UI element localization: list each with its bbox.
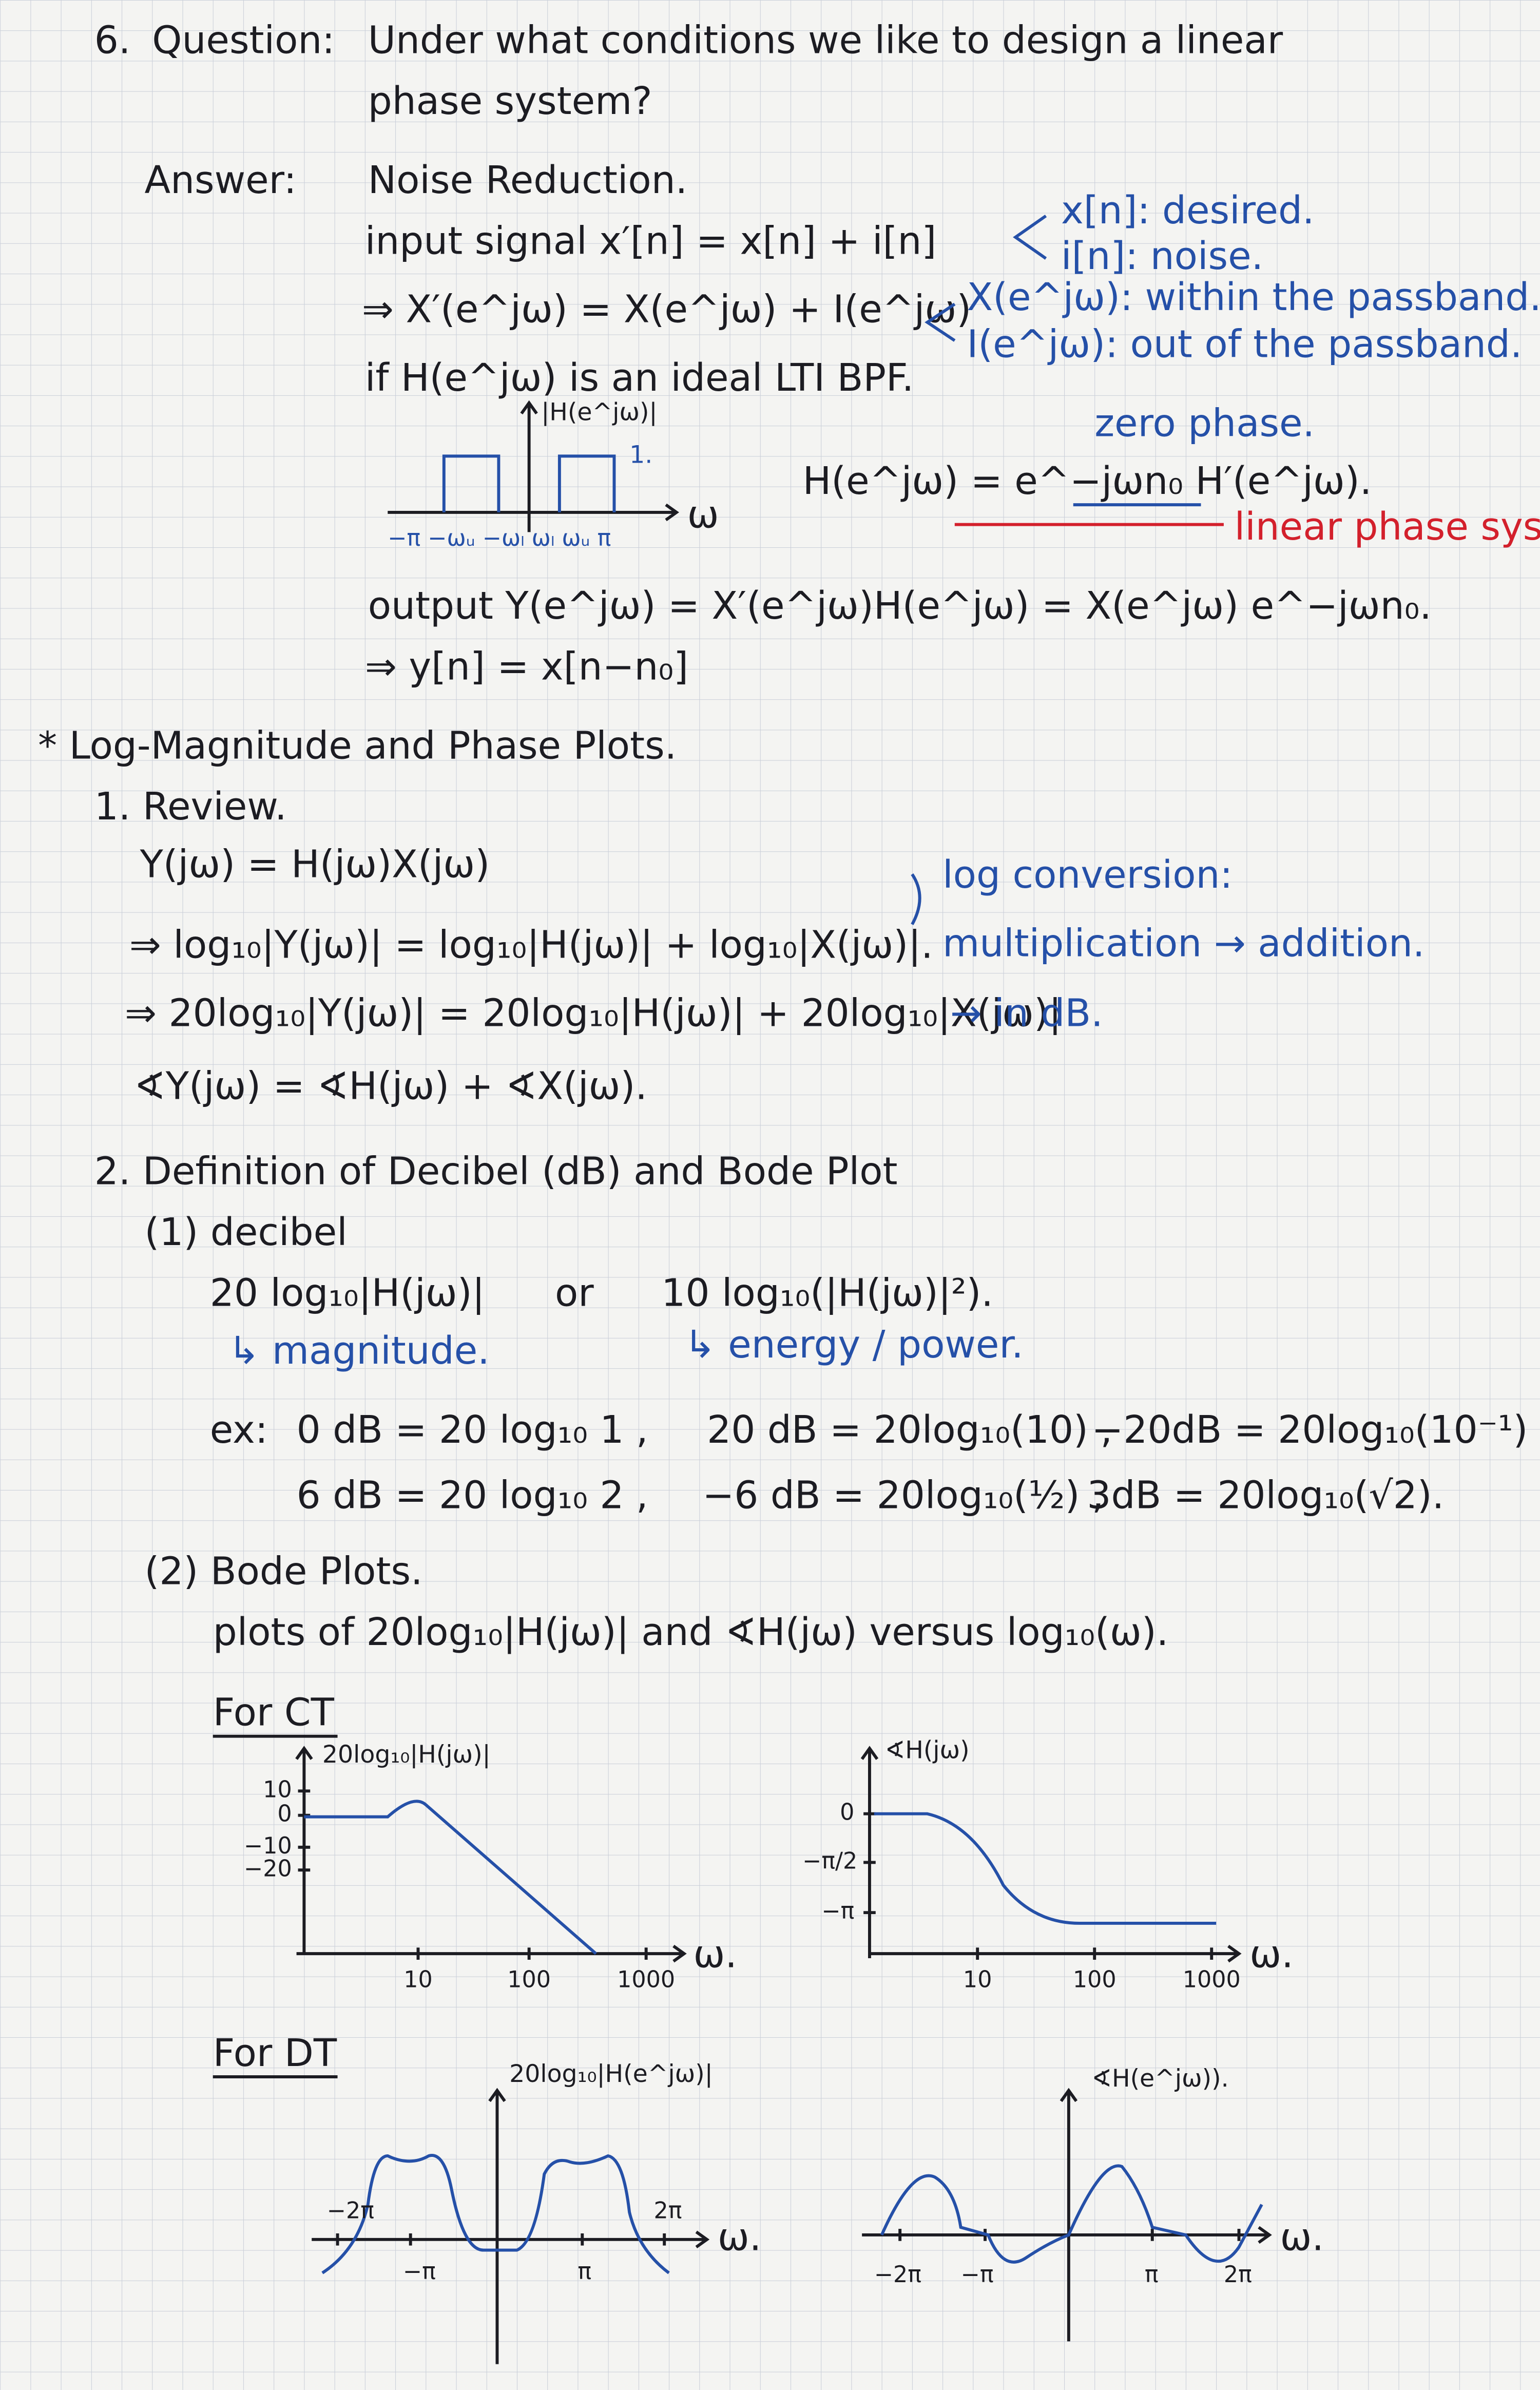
label: For DT xyxy=(213,2031,337,2075)
equation: if H(e^jω) is an ideal LTI BPF. xyxy=(365,356,914,400)
tick-labels: −π −ωᵤ −ωₗ ωₗ ωᵤ π xyxy=(388,525,611,551)
equation: ⇒ y[n] = x[n−n₀] xyxy=(365,644,688,689)
note: zero phase. xyxy=(1094,401,1315,446)
bracket xyxy=(925,302,956,342)
tick-label: π xyxy=(578,2259,591,2285)
bpf-diagram: |H(e^jω)| 1. ω −π −ωᵤ −ωₗ ωₗ ωᵤ π xyxy=(388,398,719,551)
tick-label: 10 xyxy=(963,1966,992,1993)
equation: 0 dB = 20 log₁₀ 1 , xyxy=(297,1408,648,1452)
bracket xyxy=(1013,215,1047,260)
ct-magnitude-plot: 20log₁₀|H(jω)| 10 0 −10 −20 10 100 1000 … xyxy=(244,1741,737,1993)
curve xyxy=(321,2154,670,2274)
equation: −6 dB = 20log₁₀(½) , xyxy=(702,1473,1104,1517)
question-number: 6. xyxy=(94,18,131,62)
axes xyxy=(312,2088,710,2364)
curve xyxy=(874,1812,1217,1925)
tick-label: 1000 xyxy=(617,1966,675,1993)
note: x[n]: desired. xyxy=(1061,188,1314,233)
note: i[n]: noise. xyxy=(1061,234,1263,278)
dt-magnitude-plot: 20log₁₀|H(e^jω)| −2π −π π 2π ω. xyxy=(312,2060,761,2364)
note: I(e^jω): out of the passband. xyxy=(967,322,1522,367)
tick-label: −π xyxy=(821,1898,854,1924)
tick-label: −20 xyxy=(244,1856,292,1882)
equation: −20dB = 20log₁₀(10⁻¹) xyxy=(1091,1408,1528,1452)
curve xyxy=(880,2164,1263,2264)
tick-label: 2π xyxy=(653,2198,682,2224)
tick-label: 1000 xyxy=(1183,1966,1241,1993)
tick-label: −π xyxy=(961,2262,994,2288)
note: → in dB. xyxy=(950,991,1103,1036)
tick-label: 2π xyxy=(1224,2262,1252,2288)
equation: 10 log₁₀(|H(jω)|²). xyxy=(661,1271,993,1315)
axis-label: ω. xyxy=(1280,2215,1324,2259)
tick-label: 10 xyxy=(403,1966,433,1993)
tick-label: 10 xyxy=(263,1776,292,1803)
note: X(e^jω): within the passband. xyxy=(967,275,1540,319)
label: For CT xyxy=(213,1691,335,1735)
subheading: (2) Bode Plots. xyxy=(144,1549,422,1593)
tick-label: 0 xyxy=(277,1801,292,1827)
equation: ⇒ X′(e^jω) = X(e^jω) + I(e^jω) xyxy=(362,288,971,332)
equation: ⇒ 20log₁₀|Y(jω)| = 20log₁₀|H(jω)| + 20lo… xyxy=(125,991,1062,1036)
note: log conversion: xyxy=(942,853,1233,897)
subheading: (1) decibel xyxy=(144,1210,347,1254)
answer-title: Noise Reduction. xyxy=(368,158,687,202)
plot-title: 20log₁₀|H(e^jω)| xyxy=(509,2060,713,2088)
passbands xyxy=(442,454,616,512)
question-label: Question: xyxy=(152,18,335,62)
text: or xyxy=(555,1271,594,1315)
note: ↳ magnitude. xyxy=(228,1329,489,1373)
note: linear phase system. xyxy=(1235,505,1540,549)
tick-label: 100 xyxy=(1073,1966,1116,1993)
tick-label: −π xyxy=(403,2259,436,2285)
tick-label: −2π xyxy=(874,2262,921,2288)
equation: ⇒ log₁₀|Y(jω)| = log₁₀|H(jω)| + log₁₀|X(… xyxy=(129,923,933,967)
equation: 20 dB = 20log₁₀(10) , xyxy=(707,1408,1112,1452)
equation: Y(jω) = H(jω)X(jω) xyxy=(140,842,490,886)
curve xyxy=(304,1800,597,1955)
brace xyxy=(911,873,921,925)
axes xyxy=(388,400,679,532)
text: plots of 20log₁₀|H(jω)| and ∢H(jω) versu… xyxy=(213,1610,1169,1654)
note: multiplication → addition. xyxy=(942,921,1424,965)
tick-label: 100 xyxy=(507,1966,551,1993)
tick-label: −2π xyxy=(327,2198,374,2224)
axis-label: ω. xyxy=(1249,1933,1294,1977)
ct-phase-plot: ∢H(jω) 0 −π/2 −π 10 100 1000 ω. xyxy=(802,1736,1294,1993)
equation: 3dB = 20log₁₀(√2). xyxy=(1087,1473,1444,1517)
equation: input signal x′[n] = x[n] + i[n] xyxy=(365,219,937,263)
section-title: * Log-Magnitude and Phase Plots. xyxy=(38,723,677,768)
label: ex: xyxy=(210,1408,268,1452)
tick-label: −π/2 xyxy=(802,1848,857,1874)
heading: 2. Definition of Decibel (dB) and Bode P… xyxy=(94,1150,898,1194)
plot-title: ∢H(e^jω)). xyxy=(1091,2064,1228,2093)
equation: output Y(e^jω) = X′(e^jω)H(e^jω) = X(e^j… xyxy=(368,584,1432,628)
axis-label: ω. xyxy=(693,1933,737,1977)
answer-label: Answer: xyxy=(144,158,296,202)
axis-label: ω xyxy=(687,492,719,537)
axes xyxy=(295,1746,687,1963)
tick-label: 0 xyxy=(840,1800,854,1826)
plot-title: ∢H(jω) xyxy=(885,1736,970,1764)
tick-label: −10 xyxy=(244,1833,292,1859)
heading: 1. Review. xyxy=(94,785,287,829)
axis-label: |H(e^jω)| xyxy=(541,398,657,426)
equation: H(e^jω) = e^−jωn₀ H′(e^jω). xyxy=(803,459,1372,503)
question-text: phase system? xyxy=(368,79,652,123)
axis-label: ω. xyxy=(718,2215,762,2259)
equation: 20 log₁₀|H(jω)| xyxy=(210,1271,485,1315)
equation: 6 dB = 20 log₁₀ 2 , xyxy=(297,1473,648,1517)
tick-label: π xyxy=(1145,2262,1159,2288)
plot-title: 20log₁₀|H(jω)| xyxy=(322,1741,491,1769)
axes xyxy=(860,1746,1242,1963)
question-text: Under what conditions we like to design … xyxy=(368,18,1283,62)
note: ↳ energy / power. xyxy=(684,1323,1024,1367)
equation: ∢Y(jω) = ∢H(jω) + ∢X(jω). xyxy=(134,1064,647,1108)
level-label: 1. xyxy=(629,441,652,469)
dt-phase-plot: ∢H(e^jω)). −2π −π π 2π ω. xyxy=(862,2064,1324,2342)
